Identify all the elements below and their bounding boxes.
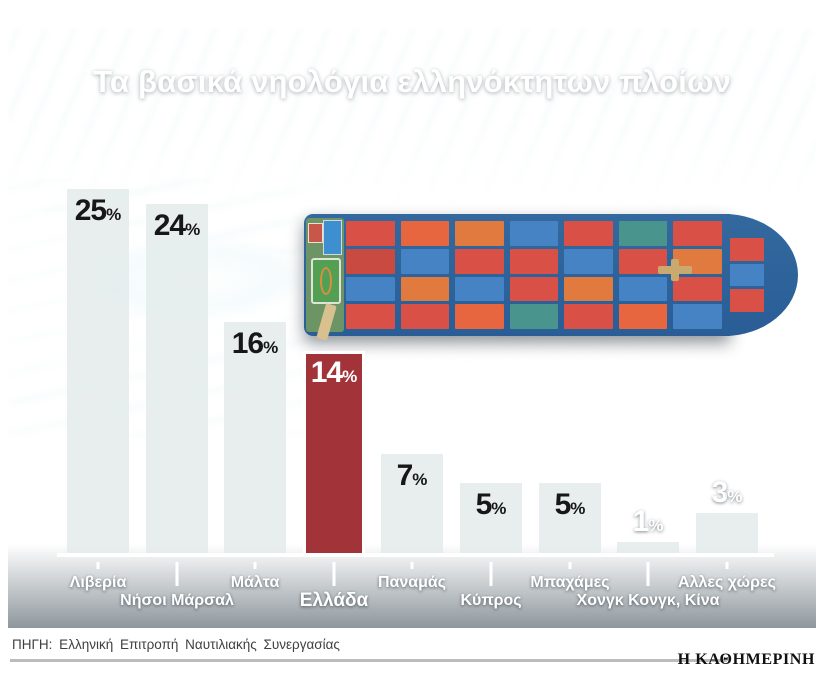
bar: [224, 322, 286, 557]
bar-value-label: 5%: [554, 488, 586, 521]
bar-slot: 25%: [67, 189, 129, 557]
chart-title: Τα βασικά νηολόγια ελληνόκτητων πλοίων: [93, 64, 731, 99]
container-bay: [346, 221, 395, 329]
category-label: Παναμάς: [377, 574, 447, 591]
container-row: [564, 276, 613, 302]
category-label: Λιβερία: [69, 574, 127, 591]
bar-value-label: 3%: [711, 476, 743, 509]
container-row: [455, 276, 504, 302]
container-row: [730, 263, 764, 287]
category-label: Χονγκ Κονγκ, Κίνα: [576, 592, 720, 609]
bar-value-label: 14%: [310, 356, 358, 389]
footer-divider-line: [10, 659, 727, 662]
container-bay: [400, 221, 450, 329]
axis-tick: [175, 562, 179, 586]
axis-tick: [410, 562, 414, 569]
bar: [381, 454, 443, 557]
container-stacks: [346, 221, 723, 329]
container-row: [673, 304, 723, 329]
container-row: [400, 248, 450, 274]
container-row: [673, 276, 723, 302]
bar-slot: 7%: [381, 454, 443, 557]
stern-helipad: [311, 258, 341, 304]
newspaper-logo: Η ΚΑΘΗΜΕΡΙΝΗ: [677, 651, 815, 668]
bar-value-label: 1%: [632, 505, 664, 538]
category-label: Ελλάδα: [299, 590, 369, 611]
bar-slot: 5%: [460, 483, 522, 557]
container-row: [730, 289, 764, 312]
container-row: [509, 221, 559, 246]
bar-value-label: 24%: [153, 209, 201, 242]
container-row: [400, 221, 450, 246]
category-label: Κύπρος: [460, 592, 522, 609]
container-bay: [509, 221, 559, 329]
container-row: [564, 221, 613, 246]
category-label: Μάλτα: [230, 574, 280, 591]
category-label: Αλλες χώρες: [678, 574, 776, 591]
container-bay: [564, 221, 613, 329]
container-row: [455, 304, 504, 329]
bow-container-stack: [730, 238, 764, 312]
axis-tick: [489, 562, 493, 586]
bar-slot: 3%: [696, 476, 758, 557]
axis-tick: [646, 562, 650, 586]
source-text: ΠΗΓΗ: Ελληνική Επιτροπή Ναυτιλιακής Συνε…: [12, 637, 340, 652]
container-row: [564, 304, 613, 329]
container-row: [346, 304, 395, 329]
bar: [146, 204, 208, 557]
bar: [460, 483, 522, 557]
bar-value-label: 16%: [231, 327, 279, 360]
axis-tick: [332, 562, 336, 586]
bar-slot: 5%: [539, 483, 601, 557]
stern-structure: [308, 223, 323, 243]
bar: [696, 513, 758, 557]
bar: [67, 189, 129, 557]
container-row: [346, 248, 395, 274]
container-row: [730, 238, 764, 261]
container-bay: [618, 221, 668, 329]
bar-slot: 14%: [303, 351, 365, 557]
bow-crane: [658, 259, 692, 281]
container-row: [618, 276, 668, 302]
ocean-photo: Τα βασικά νηολόγια ελληνόκτητων πλοίων 2…: [8, 28, 816, 628]
container-row: [673, 221, 723, 246]
container-row: [509, 276, 559, 302]
container-row: [509, 248, 559, 274]
container-bay: [455, 221, 504, 329]
container-row: [400, 304, 450, 329]
container-row: [618, 221, 668, 246]
stern-pool: [323, 220, 342, 255]
bar-value-label: 7%: [396, 459, 428, 492]
axis-tick: [725, 562, 729, 569]
container-row: [346, 221, 395, 246]
bar: [539, 483, 601, 557]
container-row: [455, 221, 504, 246]
axis-tick: [568, 562, 572, 569]
chart-baseline: [57, 553, 774, 557]
container-row: [400, 276, 450, 302]
bar-value-label: 25%: [74, 194, 122, 227]
container-row: [509, 304, 559, 329]
container-row: [455, 248, 504, 274]
container-row: [346, 276, 395, 302]
category-label: Νήσοι Μάρσαλ: [120, 592, 234, 609]
bar-slot: 24%: [146, 204, 208, 557]
container-bay: [673, 221, 723, 329]
container-row: [618, 304, 668, 329]
bar-value-label: 5%: [475, 488, 507, 521]
category-label: Μπαχάμες: [530, 574, 610, 591]
axis-tick: [253, 562, 257, 569]
container-row: [564, 248, 613, 274]
axis-tick: [96, 562, 100, 569]
ship-stern-deck: [306, 218, 344, 341]
bar-slot: 16%: [224, 322, 286, 557]
